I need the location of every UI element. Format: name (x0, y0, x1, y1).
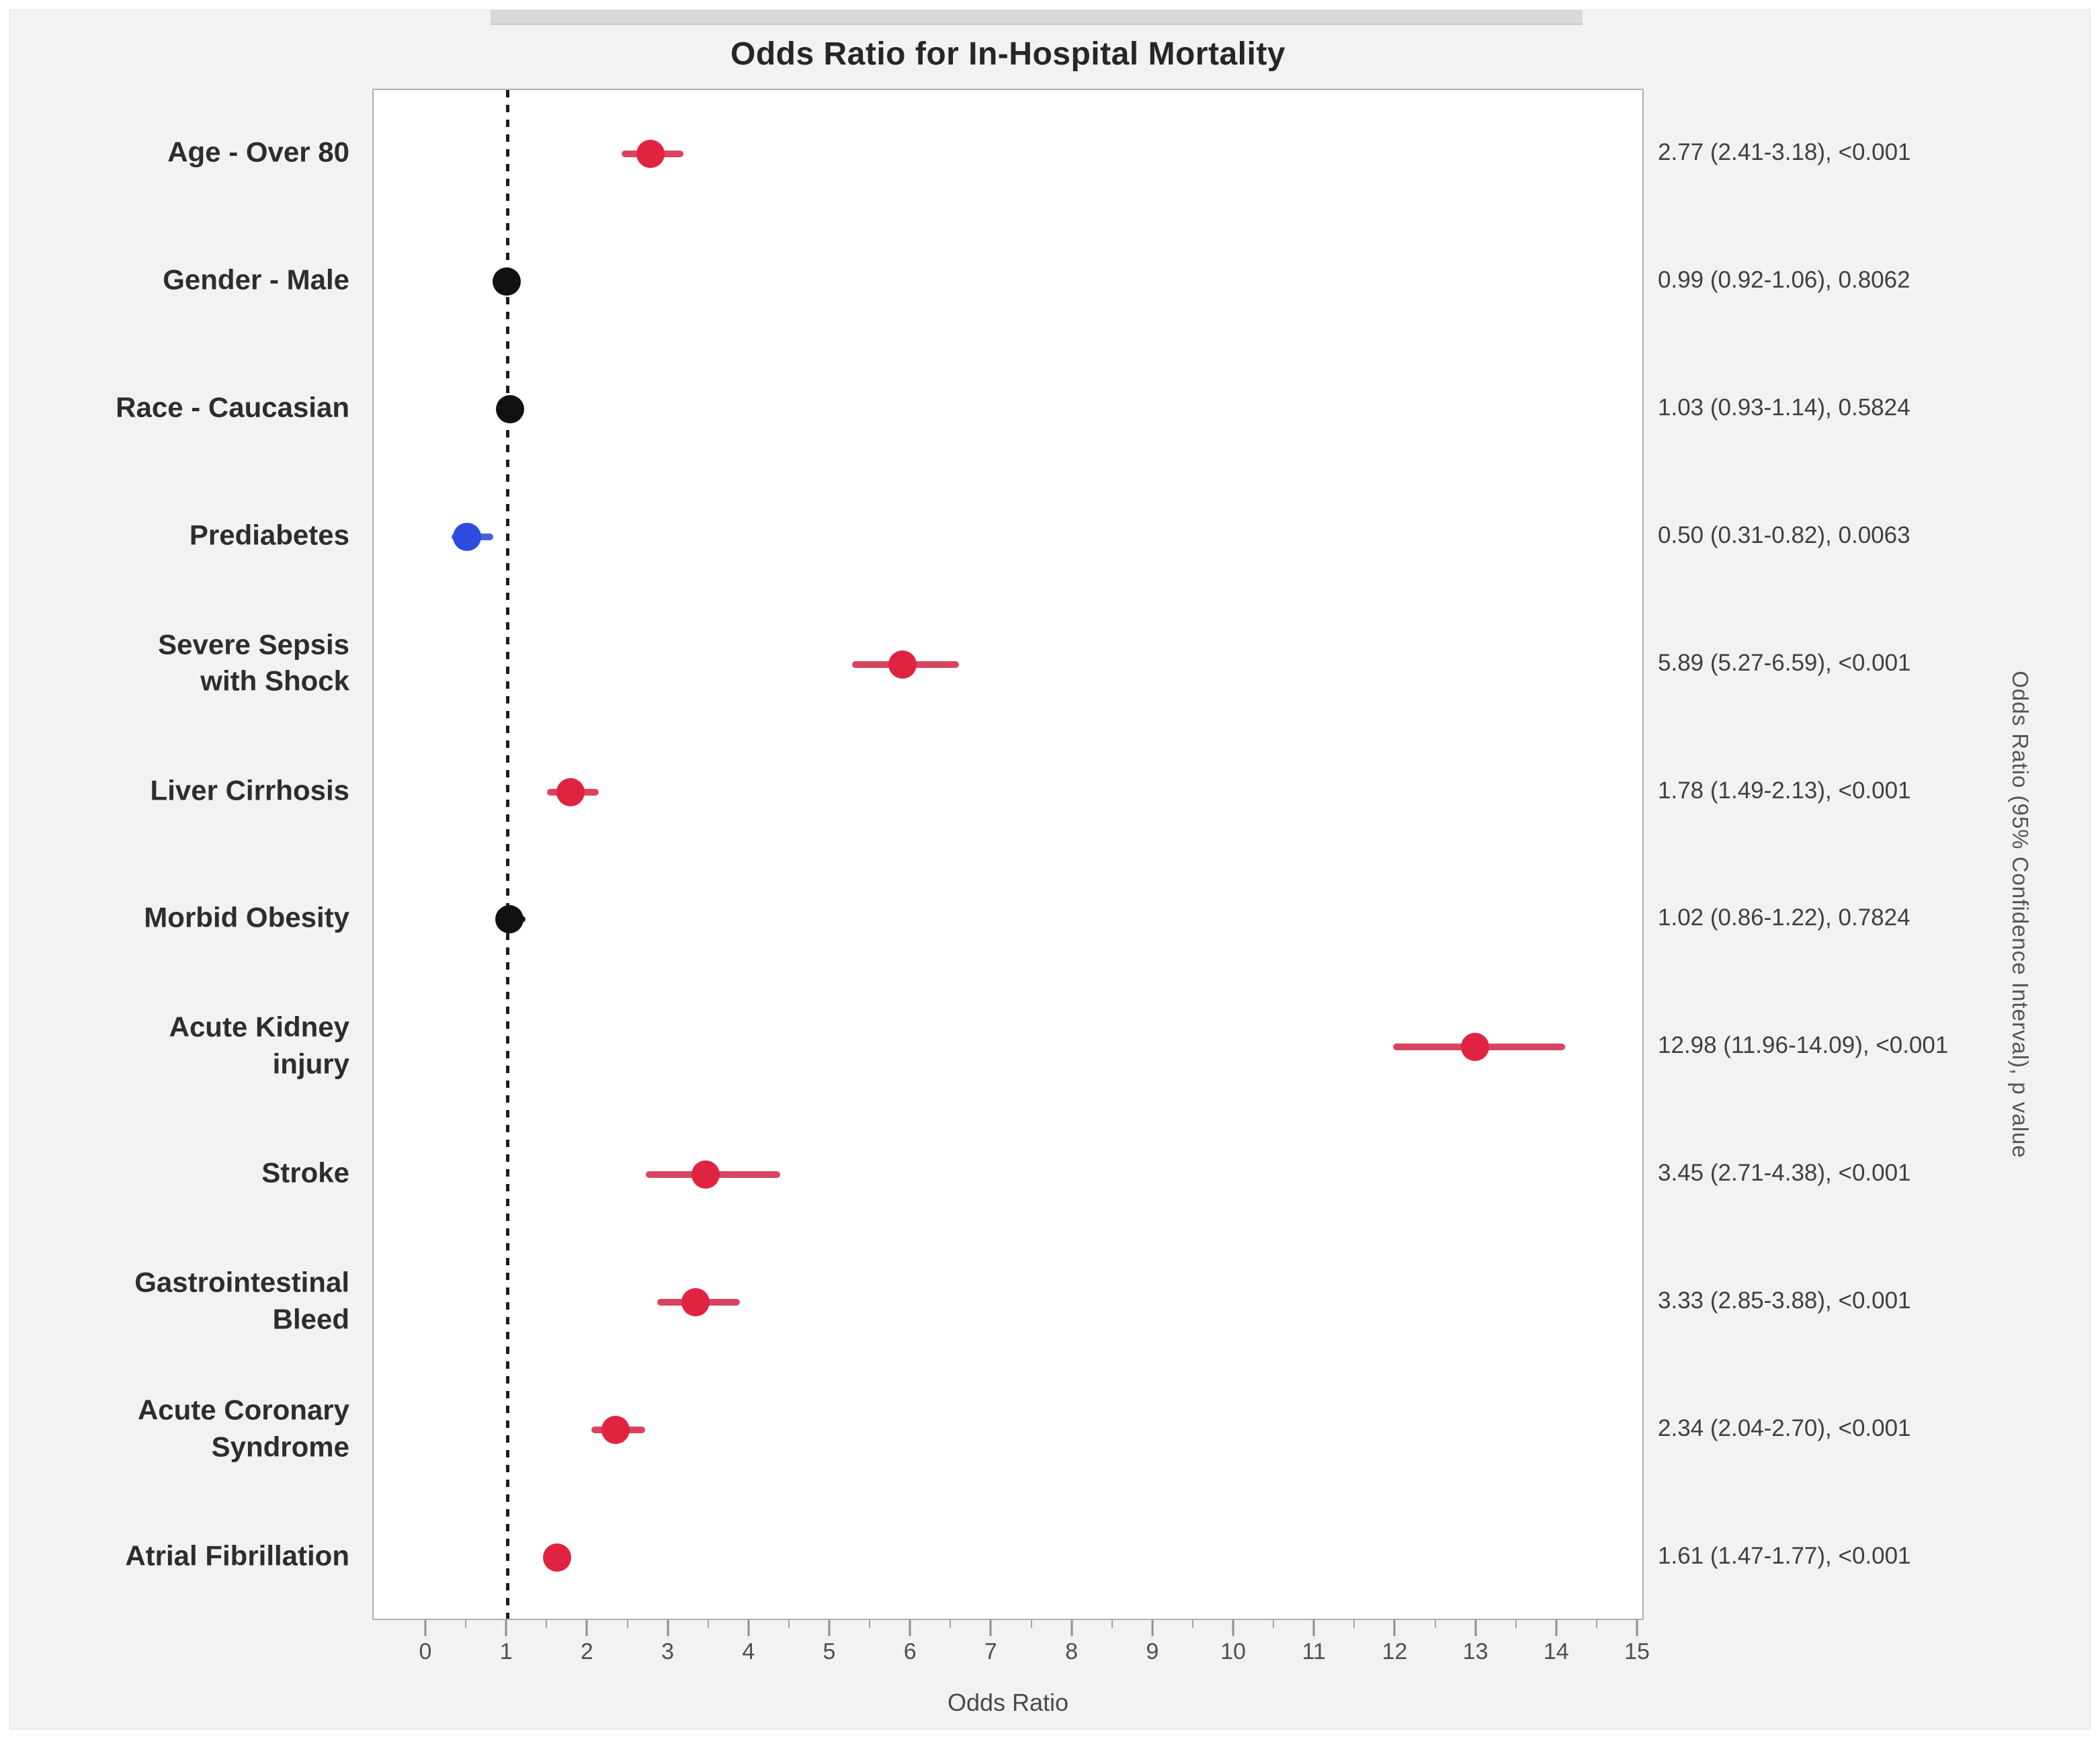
x-axis-tick-label: 0 (419, 1639, 432, 1664)
odds-ratio-marker (542, 1543, 571, 1572)
odds-ratio-marker (888, 650, 917, 679)
x-axis-major-tick (667, 1620, 669, 1636)
x-axis-tick-label: 4 (742, 1639, 755, 1664)
category-label: Prediabetes (189, 519, 349, 551)
or-ci-p-annotation: 1.02 (0.86-1.22), 0.7824 (1658, 904, 1910, 931)
x-axis-tick-label: 2 (580, 1639, 593, 1664)
category-label: Atrial Fibrillation (125, 1539, 349, 1572)
figure-background: Odds Ratio for In-Hospital Mortality Age… (9, 9, 2091, 1730)
x-axis-major-tick (424, 1620, 427, 1636)
x-axis-tick-label: 12 (1382, 1639, 1408, 1664)
screenshot-crop-artifact (491, 10, 1583, 25)
x-axis-minor-tick (950, 1620, 952, 1628)
odds-ratio-marker (453, 522, 482, 551)
x-axis-tick-label: 11 (1302, 1639, 1326, 1664)
chart-title: Odds Ratio for In-Hospital Mortality (730, 36, 1286, 72)
category-label: Stroke (261, 1156, 349, 1189)
x-axis-major-tick (1474, 1620, 1477, 1636)
x-axis-minor-tick (465, 1620, 467, 1628)
right-axis-label: Odds Ratio (95% Confidence Interval), p … (2008, 671, 2033, 1158)
or-ci-p-annotation: 1.61 (1.47-1.77), <0.001 (1658, 1543, 1911, 1570)
x-axis-major-tick (1070, 1620, 1073, 1636)
x-axis-tick-label: 8 (1065, 1639, 1079, 1664)
x-axis-major-tick (909, 1620, 911, 1636)
or-ci-p-annotation: 3.33 (2.85-3.88), <0.001 (1658, 1287, 1911, 1314)
x-axis-tick-label: 15 (1624, 1639, 1650, 1664)
x-axis-minor-tick (1515, 1620, 1517, 1628)
x-axis-major-tick (1232, 1620, 1234, 1636)
category-label: Liver Cirrhosis (150, 774, 349, 806)
odds-ratio-marker (681, 1288, 710, 1317)
x-axis-tick-label: 9 (1146, 1639, 1159, 1664)
x-axis-minor-tick (1030, 1620, 1032, 1628)
x-axis-tick-label: 1 (499, 1639, 513, 1664)
x-axis-minor-tick (1273, 1620, 1275, 1628)
category-label: Age - Over 80 (167, 136, 349, 168)
x-axis-tick-label: 5 (823, 1639, 836, 1664)
odds-ratio-marker (556, 777, 585, 806)
x-axis-minor-tick (869, 1620, 871, 1628)
x-axis-major-tick (989, 1620, 992, 1636)
x-axis-major-tick (828, 1620, 831, 1636)
or-ci-p-annotation: 5.89 (5.27-6.59), <0.001 (1658, 649, 1911, 676)
x-axis-major-tick (1151, 1620, 1154, 1636)
category-label: Morbid Obesity (144, 902, 349, 934)
odds-ratio-marker (601, 1416, 630, 1445)
x-axis-label: Odds Ratio (947, 1689, 1069, 1716)
plot-area (372, 89, 1644, 1620)
or-ci-p-annotation: 0.99 (0.92-1.06), 0.8062 (1658, 266, 1910, 293)
or-ci-p-annotation: 1.78 (1.49-2.13), <0.001 (1658, 777, 1911, 804)
odds-ratio-marker (1461, 1033, 1490, 1062)
x-axis-major-tick (747, 1620, 750, 1636)
odds-ratio-marker (495, 394, 524, 423)
or-ci-p-annotation: 2.34 (2.04-2.70), <0.001 (1658, 1415, 1911, 1442)
category-label: Acute Kidney injury (169, 1011, 349, 1080)
x-axis-major-tick (505, 1620, 507, 1636)
x-axis-major-tick (1555, 1620, 1558, 1636)
x-axis-minor-tick (546, 1620, 548, 1628)
x-axis-minor-tick (1191, 1620, 1193, 1628)
category-label: Acute Coronary Syndrome (137, 1394, 349, 1463)
reference-line-or-1 (506, 90, 510, 1619)
x-axis-tick-label: 6 (903, 1639, 917, 1664)
x-axis-minor-tick (1434, 1620, 1436, 1628)
x-axis-minor-tick (1595, 1620, 1597, 1628)
category-label: Gender - Male (163, 263, 349, 296)
odds-ratio-marker (691, 1160, 720, 1189)
x-axis-minor-tick (707, 1620, 709, 1628)
or-ci-p-annotation: 12.98 (11.96-14.09), <0.001 (1658, 1032, 1949, 1059)
odds-ratio-marker (636, 139, 665, 168)
x-axis-tick-label: 13 (1462, 1639, 1488, 1664)
x-axis-tick-label: 7 (984, 1639, 997, 1664)
x-axis-major-tick (1312, 1620, 1315, 1636)
category-label: Gastrointestinal Bleed (134, 1266, 349, 1335)
or-ci-p-annotation: 1.03 (0.93-1.14), 0.5824 (1658, 394, 1910, 421)
x-axis-minor-tick (1353, 1620, 1355, 1628)
x-axis-minor-tick (1111, 1620, 1113, 1628)
odds-ratio-marker (495, 905, 523, 934)
x-axis-major-tick (1393, 1620, 1396, 1636)
odds-ratio-marker (492, 267, 521, 296)
x-axis-minor-tick (626, 1620, 628, 1628)
or-ci-p-annotation: 0.50 (0.31-0.82), 0.0063 (1658, 521, 1910, 548)
x-axis-tick-label: 10 (1220, 1639, 1246, 1664)
x-axis-minor-tick (788, 1620, 790, 1628)
or-ci-p-annotation: 3.45 (2.71-4.38), <0.001 (1658, 1160, 1911, 1187)
x-axis-major-tick (585, 1620, 588, 1636)
or-ci-p-annotation: 2.77 (2.41-3.18), <0.001 (1658, 138, 1911, 165)
x-axis-tick-label: 3 (661, 1639, 675, 1664)
x-axis-tick-label: 14 (1543, 1639, 1569, 1664)
x-axis-major-tick (1636, 1620, 1638, 1636)
category-label: Severe Sepsis with Shock (158, 628, 349, 697)
category-label: Race - Caucasian (116, 391, 349, 423)
